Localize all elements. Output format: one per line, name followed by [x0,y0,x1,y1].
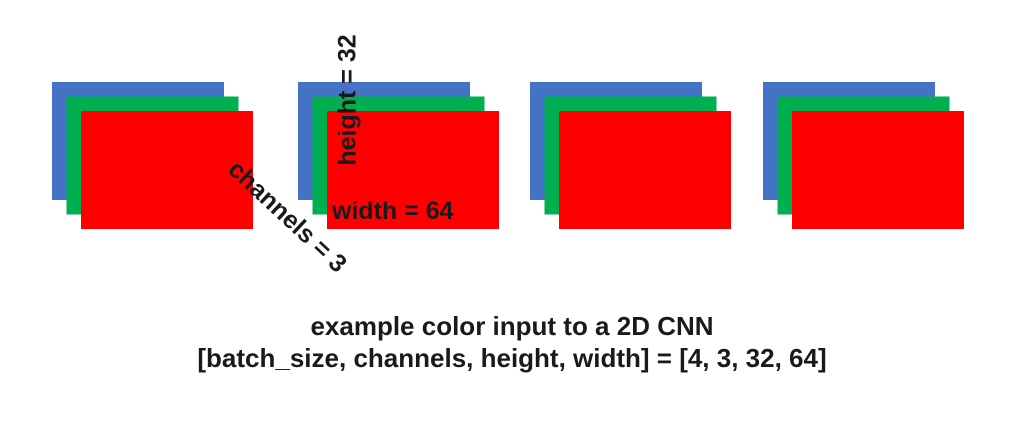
width-label: width = 64 [332,197,454,225]
caption-shape: [batch_size, channels, height, width] = … [197,343,827,373]
red-channel-plane [81,111,253,229]
batch-item-3 [530,82,731,229]
red-channel-plane [327,111,499,229]
batch-item-4 [763,82,964,229]
red-channel-plane [559,111,731,229]
caption-title: example color input to a 2D CNN [310,311,714,341]
height-label: height = 32 [333,34,362,166]
batch-item-1 [52,82,253,229]
batch-item-2 [298,82,499,229]
red-channel-plane [792,111,964,229]
